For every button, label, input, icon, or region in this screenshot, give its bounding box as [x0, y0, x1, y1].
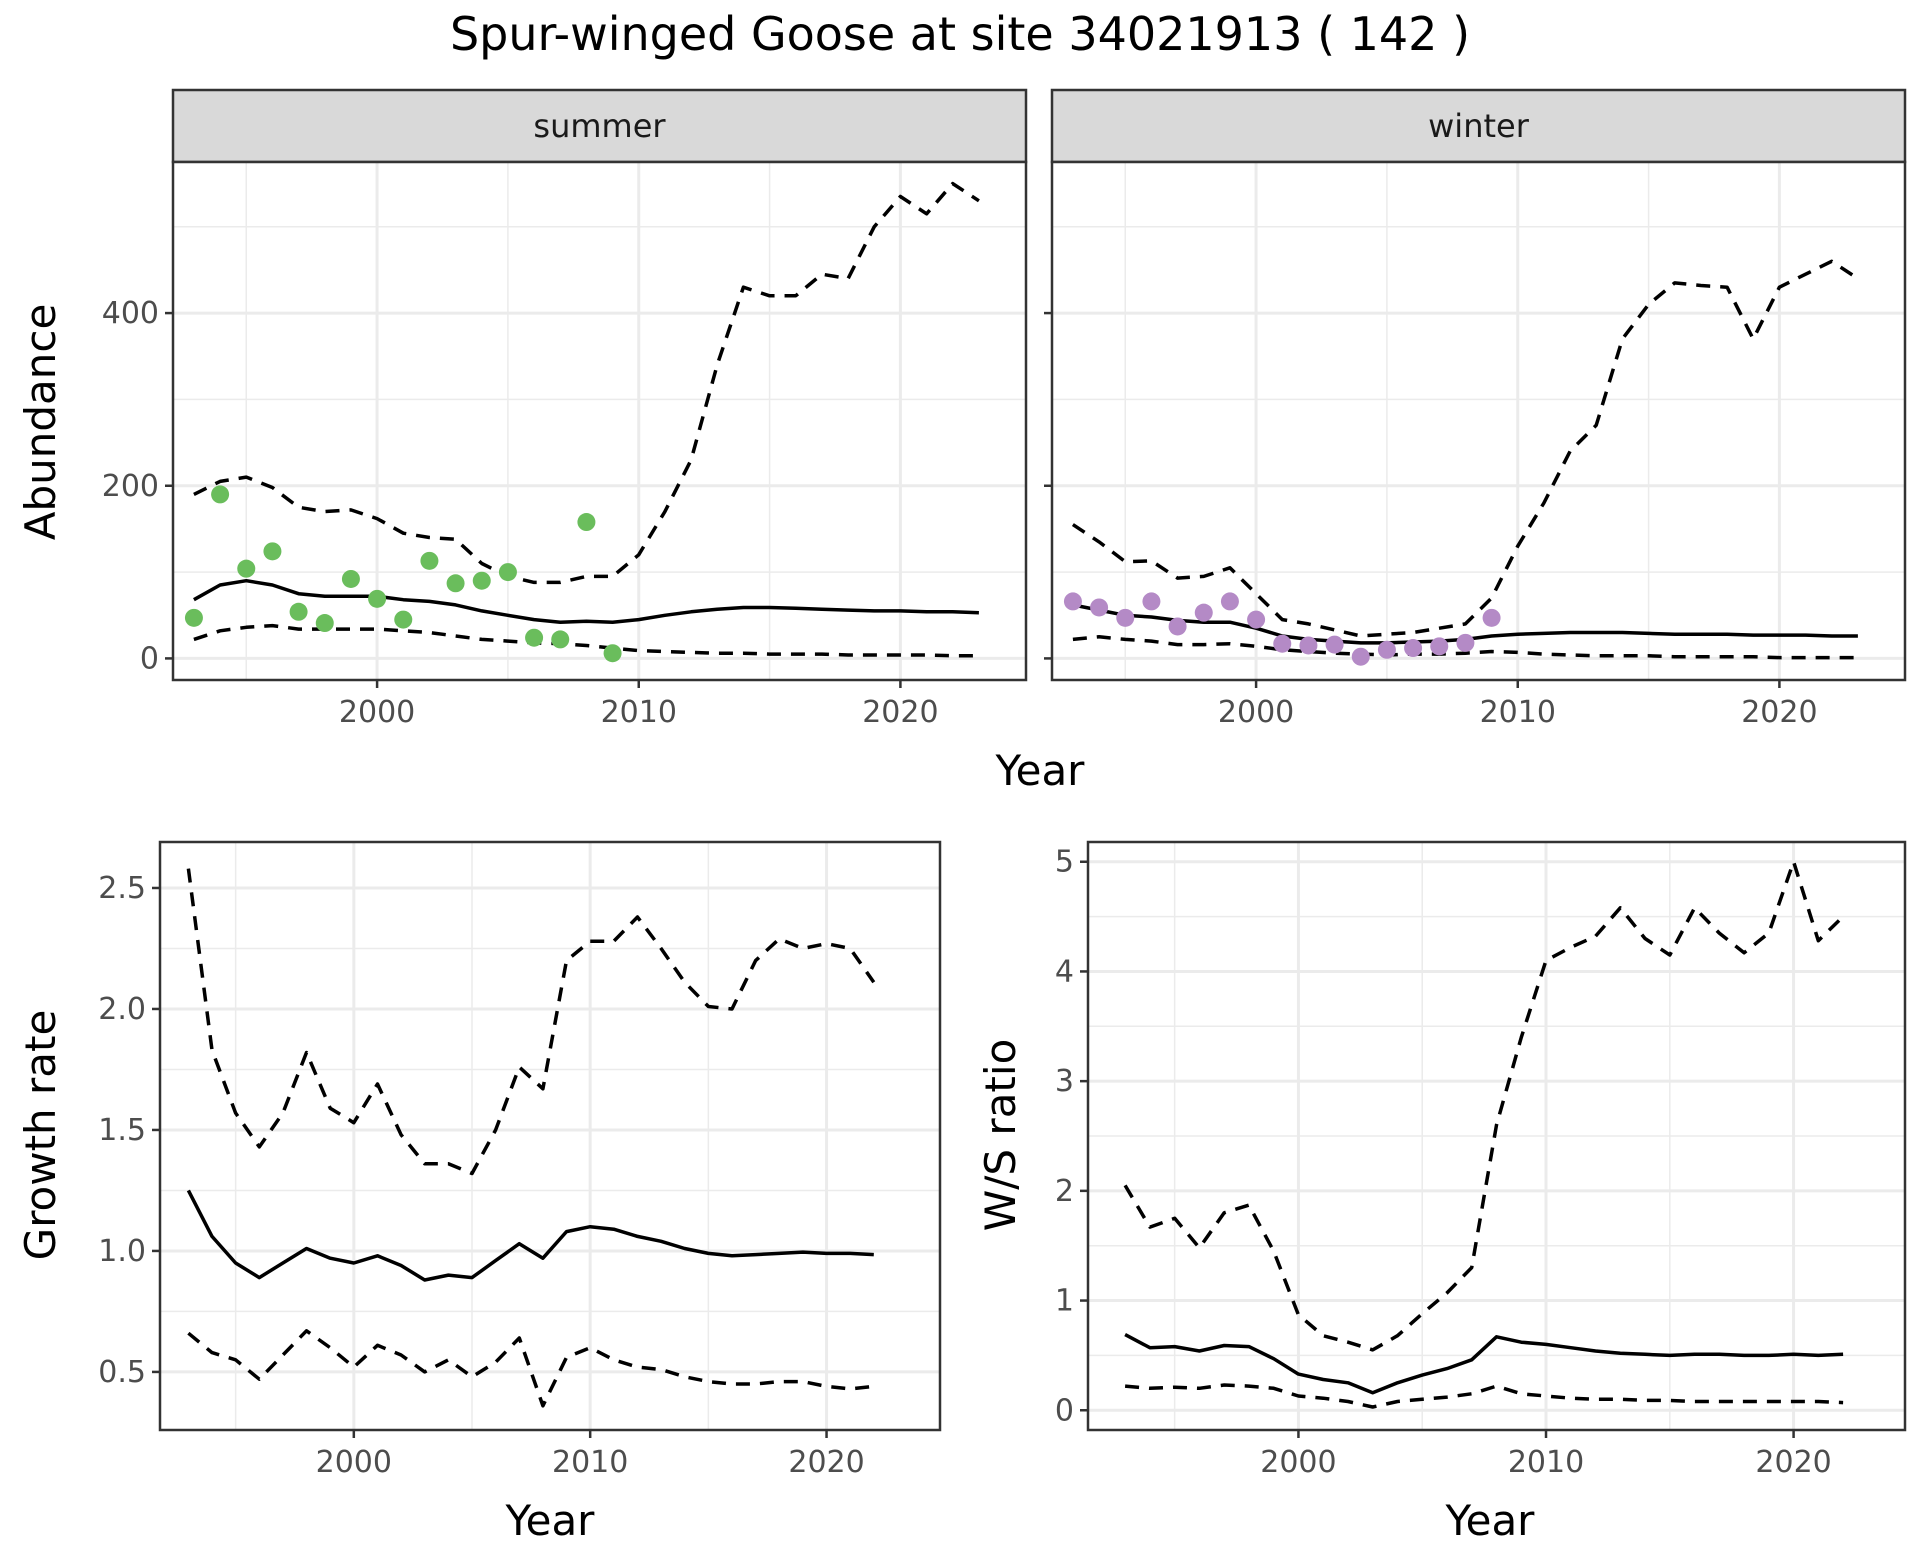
estimate-line [193, 578, 979, 624]
lower-bound-line [1072, 635, 1858, 660]
lower-bound-line [187, 1329, 874, 1408]
x-tick-label: 2010 [1508, 1445, 1584, 1480]
panel-background [173, 162, 1026, 680]
y-tick-label: 3 [1055, 1064, 1074, 1099]
data-point [394, 610, 413, 629]
x-tick-label: 2000 [316, 1445, 392, 1480]
facet-strip [1050, 88, 1907, 164]
data-point [211, 485, 230, 504]
facet-label: winter [1428, 107, 1530, 145]
data-point [603, 644, 622, 663]
y-tick-label: 0.5 [98, 1355, 146, 1390]
y-tick-label: 0 [1055, 1393, 1074, 1428]
y-tick-label: 2.5 [98, 871, 146, 906]
chart-title: Spur-winged Goose at site 34021913 ( 142… [450, 7, 1470, 61]
data-point [1299, 636, 1318, 655]
facet-label: summer [533, 107, 666, 145]
data-point [1220, 592, 1239, 611]
data-point [1325, 635, 1344, 654]
data-point [577, 513, 596, 532]
data-point [1194, 603, 1213, 622]
ws-x-axis-title: Year [1445, 1496, 1536, 1545]
top-x-axis-title: Year [995, 746, 1086, 795]
y-tick-label: 2.0 [98, 992, 146, 1027]
y-tick-label: 2 [1055, 1174, 1074, 1209]
upper-bound-line [1071, 259, 1859, 638]
data-point [551, 630, 570, 649]
data-point [1247, 610, 1266, 629]
y-tick-label: 5 [1055, 845, 1074, 880]
data-point [446, 574, 465, 593]
winter-panel: winter 2000 2010 2020 [1044, 88, 1907, 730]
growth-rate-panel: 2000 2010 2020 0.5 1.0 1.5 2.0 2.5 [98, 840, 942, 1480]
upper-bound-line [186, 868, 876, 1176]
y-tick-label: 4 [1055, 954, 1074, 989]
data-point [472, 571, 491, 590]
data-point [525, 628, 544, 647]
estimate-line [186, 1189, 874, 1282]
y-tick-label: 400 [102, 296, 159, 331]
data-point [1404, 639, 1423, 658]
data-point [420, 551, 439, 570]
y-tick-label: 1 [1055, 1284, 1074, 1319]
data-point [315, 614, 334, 633]
data-point [1090, 598, 1109, 617]
data-point [184, 608, 203, 627]
data-point [1168, 617, 1187, 636]
x-tick-label: 2020 [788, 1445, 864, 1480]
data-point [341, 569, 360, 588]
growth-x-axis-title: Year [505, 1496, 596, 1545]
panel-background [1052, 162, 1905, 680]
y-tick-label: 1.5 [98, 1113, 146, 1148]
panel-border [171, 160, 1028, 682]
data-point [1456, 633, 1475, 652]
x-tick-label: 2020 [862, 695, 938, 730]
x-tick-label: 2000 [339, 695, 415, 730]
upper-bound-line [1123, 859, 1845, 1352]
data-point [1482, 608, 1501, 627]
y-tick-label: 200 [102, 469, 159, 504]
panel-background [160, 842, 940, 1430]
facet-strip [171, 88, 1028, 164]
ws-y-axis-title: W/S ratio [976, 1039, 1025, 1232]
data-point [1273, 634, 1292, 653]
ws-ratio-panel: 2000 2010 2020 0 1 2 3 4 5 [1055, 840, 1907, 1480]
top-y-axis-title: Abundance [16, 304, 65, 541]
data-point [1116, 608, 1135, 627]
data-point [289, 602, 308, 621]
panel-border [1050, 160, 1907, 682]
data-point [263, 542, 282, 561]
x-tick-label: 2020 [1741, 695, 1817, 730]
data-point [1063, 592, 1082, 611]
panel-border [158, 840, 942, 1432]
data-point [498, 563, 517, 582]
summer-panel: summer 2000 2010 2020 0 200 400 [102, 88, 1028, 730]
data-point [1430, 637, 1449, 656]
y-tick-label: 0 [140, 641, 159, 676]
estimate-line [1124, 1333, 1844, 1395]
x-tick-label: 2010 [552, 1445, 628, 1480]
data-point [1351, 647, 1370, 666]
x-tick-label: 2000 [1260, 1445, 1336, 1480]
data-point [1377, 640, 1396, 659]
growth-y-axis-title: Growth rate [16, 1010, 65, 1261]
x-tick-label: 2010 [601, 695, 677, 730]
y-tick-label: 1.0 [98, 1234, 146, 1269]
x-tick-label: 2010 [1480, 695, 1556, 730]
panel-border [1086, 840, 1907, 1432]
lower-bound-line [1124, 1383, 1844, 1409]
x-tick-label: 2020 [1755, 1445, 1831, 1480]
data-point [368, 589, 387, 608]
x-tick-label: 2000 [1218, 695, 1294, 730]
data-point [1142, 592, 1161, 611]
data-point [237, 559, 256, 578]
